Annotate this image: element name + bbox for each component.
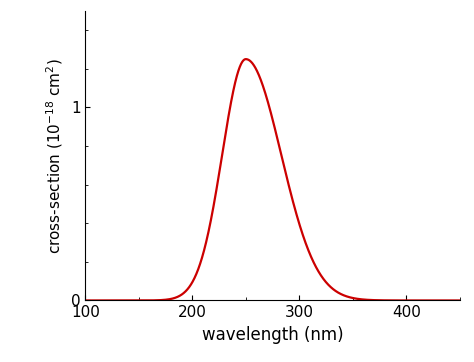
Y-axis label: cross-section ($10^{-18}$ cm$^2$): cross-section ($10^{-18}$ cm$^2$) bbox=[45, 58, 65, 253]
X-axis label: wavelength (nm): wavelength (nm) bbox=[202, 326, 343, 344]
